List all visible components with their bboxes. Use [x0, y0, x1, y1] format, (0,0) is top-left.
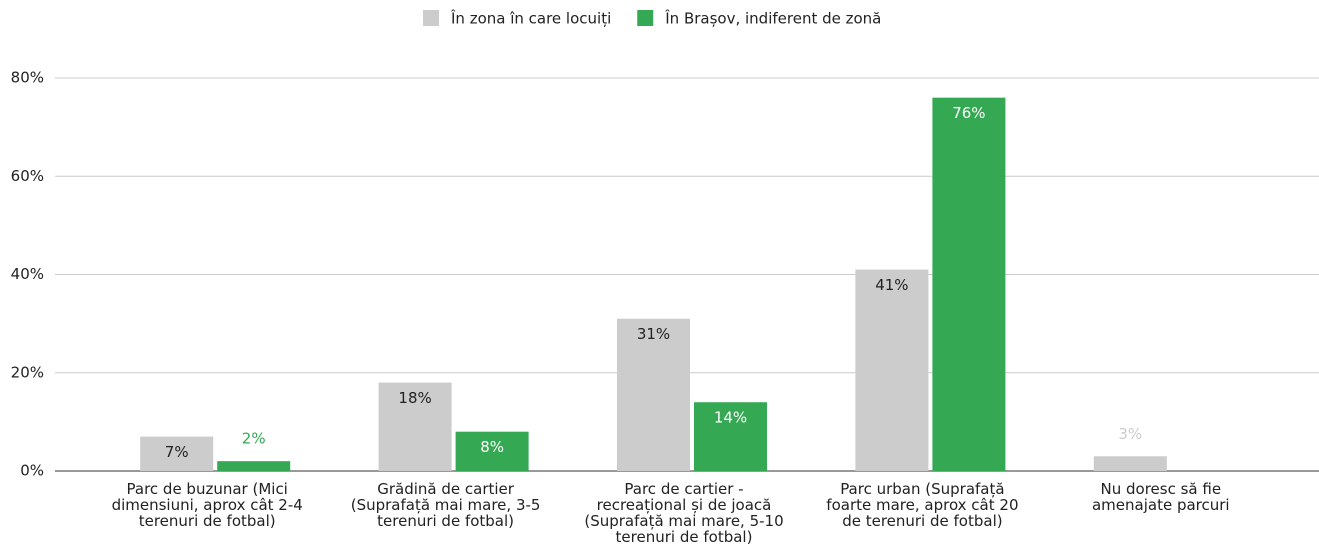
bar	[617, 318, 690, 471]
x-tick-label: Parc de buzunar (Mici dimensiuni, aprox …	[111, 480, 303, 530]
bar	[932, 97, 1006, 472]
data-label: 41%	[875, 276, 908, 294]
data-label: 3%	[1118, 425, 1142, 443]
data-label: 7%	[165, 443, 189, 461]
x-tick-label: Parc de cartier - recreațional și de joa…	[584, 480, 784, 546]
x-tick-label: Parc urban (Suprafață foarte mare, aprox…	[826, 480, 1019, 530]
bar	[694, 402, 767, 471]
bar	[217, 461, 291, 471]
data-label: 14%	[714, 409, 747, 427]
bar	[378, 382, 452, 471]
legend-swatch	[423, 10, 439, 26]
y-tick-label: 20%	[11, 363, 44, 381]
bar	[1093, 456, 1167, 471]
x-tick-label: Grădină de cartier (Suprafață mai mare, …	[350, 480, 541, 530]
bar	[140, 436, 214, 471]
y-tick-label: 40%	[11, 265, 44, 283]
y-tick-label: 0%	[20, 462, 44, 480]
x-tick-label: Nu doresc să fie amenajate parcuri	[1091, 480, 1230, 514]
data-label: 31%	[637, 325, 670, 343]
bar	[455, 431, 529, 471]
data-label: 2%	[242, 430, 266, 448]
legend-label: În zona în care locuiți	[450, 9, 611, 28]
legend-swatch	[637, 10, 654, 26]
y-tick-label: 60%	[11, 167, 44, 185]
legend-label: În Brașov, indiferent de zonă	[664, 9, 881, 28]
bar	[855, 269, 929, 471]
data-label: 76%	[952, 104, 985, 122]
y-tick-label: 80%	[11, 69, 44, 87]
data-label: 18%	[398, 389, 431, 407]
data-label: 8%	[480, 438, 504, 456]
